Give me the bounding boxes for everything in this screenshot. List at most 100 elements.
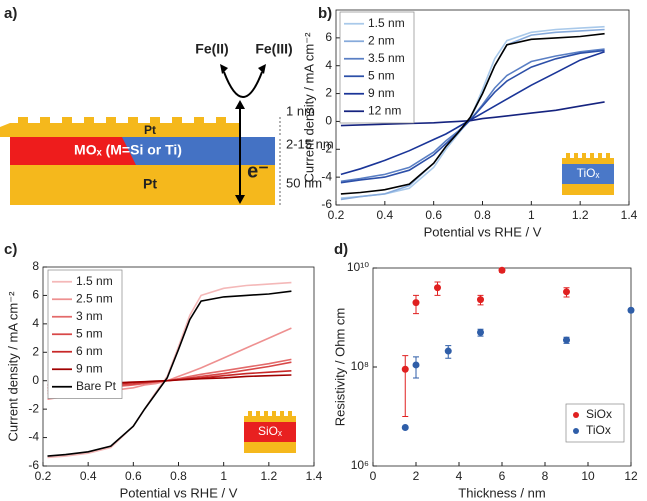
y-tick-label: -2 <box>28 401 39 415</box>
legend-marker <box>573 428 579 434</box>
species-label: Fe(III) <box>255 41 292 57</box>
x-axis-label: Potential vs RHE / V <box>120 485 238 500</box>
x-tick-label: 0.6 <box>125 469 142 483</box>
x-tick-label: 4 <box>456 469 463 483</box>
x-axis-label: Thickness / nm <box>458 485 545 500</box>
legend-label: 12 nm <box>368 103 401 117</box>
y-tick-label: -4 <box>321 169 332 183</box>
x-tick-label: 0.4 <box>80 469 97 483</box>
point <box>401 423 409 431</box>
inset-label: SiOₓ <box>258 424 282 438</box>
x-tick-label: 0.2 <box>328 208 345 222</box>
chart: c) 0.2 0.4 0.6 0.8 1 1.2 1.4 -6 -4 -2 0 2 4 6 8 Potentia… <box>4 241 323 500</box>
legend-label: 2 nm <box>368 33 395 47</box>
legend-label: 1.5 nm <box>368 16 405 30</box>
y-tick-label: 8 <box>32 259 39 273</box>
legend-label: Bare Pt <box>76 379 117 393</box>
point <box>444 347 452 355</box>
inset-label: TiOₓ <box>577 166 600 180</box>
legend-box <box>565 403 625 443</box>
x-axis-label: Potential vs RHE / V <box>424 224 542 239</box>
pt-top-layer <box>0 117 240 137</box>
y-tick-label: 10⁸ <box>351 359 369 373</box>
x-tick-label: 1.4 <box>621 208 638 222</box>
point <box>401 365 409 373</box>
redox-curve <box>223 71 263 98</box>
inset-bottom <box>244 442 296 453</box>
x-tick-label: 0 <box>370 469 377 483</box>
legend-label: 6 nm <box>76 344 103 358</box>
point <box>412 361 420 369</box>
y-tick-label: -4 <box>28 430 39 444</box>
y-axis-label: Current density / mA cm⁻² <box>301 32 316 183</box>
y-tick-label: 6 <box>325 30 332 44</box>
line <box>340 32 605 195</box>
point <box>412 299 420 307</box>
y-tick-label: 6 <box>32 288 39 302</box>
legend-marker <box>573 412 579 418</box>
legend-label: 5 nm <box>368 68 395 82</box>
inset-top <box>244 411 296 422</box>
y-tick-label: 0 <box>325 114 332 128</box>
chart: b) 0.2 0.4 0.6 0.8 1 1.2 1.4 -6 -4 -2 0 2 4 6 Potential… <box>301 5 637 239</box>
legend-label: SiOx <box>586 407 612 421</box>
x-tick-label: 0.2 <box>35 469 52 483</box>
thickness-label: 1 nm <box>286 103 315 118</box>
thickness-label: 50 nm <box>286 175 322 190</box>
x-tick-label: 10 <box>581 469 595 483</box>
line <box>340 101 605 127</box>
y-axis-label: Current density / mA cm⁻² <box>5 291 20 442</box>
y-tick-label: 0 <box>32 373 39 387</box>
panel-label: d) <box>334 241 348 258</box>
legend-label: 3 nm <box>76 309 103 323</box>
thickness-label: 2-15 nm <box>286 136 334 151</box>
x-tick-label: 1.2 <box>260 469 277 483</box>
y-tick-label: -6 <box>28 458 39 472</box>
legend-label: 9 nm <box>368 86 395 100</box>
y-tick-label: 2 <box>32 344 39 358</box>
pt-bottom-layer <box>10 165 275 205</box>
layer-label: Pt <box>143 176 157 192</box>
x-tick-label: 8 <box>542 469 549 483</box>
oxide-red <box>10 137 136 165</box>
y-tick-label: 10⁶ <box>351 458 369 472</box>
x-tick-label: 0.8 <box>474 208 491 222</box>
y-tick-label: 4 <box>325 58 332 72</box>
panel-label: c) <box>4 241 17 258</box>
arrowheads <box>220 64 266 74</box>
inset-bottom <box>562 184 614 195</box>
inset-oxide <box>244 422 296 442</box>
point <box>477 328 484 336</box>
inset-oxide <box>562 164 614 184</box>
legend-label: 5 nm <box>76 326 103 340</box>
point <box>563 288 570 296</box>
y-tick-label: -6 <box>321 197 332 211</box>
panel-a: a) Pt MOₓ (M=Si or Ti) Pt Fe(II) Fe(III)… <box>0 5 334 205</box>
y-tick-label: 4 <box>32 316 39 330</box>
x-tick-label: 0.6 <box>425 208 442 222</box>
legend-label: 9 nm <box>76 361 103 375</box>
x-tick-label: 1 <box>220 469 227 483</box>
layer-label: Pt <box>144 123 156 137</box>
point <box>477 296 484 304</box>
point <box>434 284 441 292</box>
line <box>47 290 292 457</box>
x-tick-label: 2 <box>413 469 420 483</box>
panel-label: b) <box>318 5 332 22</box>
point <box>563 336 570 344</box>
x-tick-label: 0.8 <box>170 469 187 483</box>
y-tick-label: -2 <box>321 141 332 155</box>
error-bar <box>402 355 409 417</box>
point <box>627 306 635 314</box>
legend-label: TiOx <box>586 423 611 437</box>
y-tick-label: 2 <box>325 86 332 100</box>
x-tick-label: 1.4 <box>306 469 323 483</box>
line <box>340 28 605 201</box>
legend-label: 1.5 nm <box>76 274 113 288</box>
inset-top <box>562 153 614 164</box>
panel-label: a) <box>4 5 17 22</box>
species-label: Fe(II) <box>195 41 228 57</box>
y-axis-label: Resistivity / Ohm cm <box>332 308 347 426</box>
y-tick-label: 10¹⁰ <box>347 260 369 274</box>
